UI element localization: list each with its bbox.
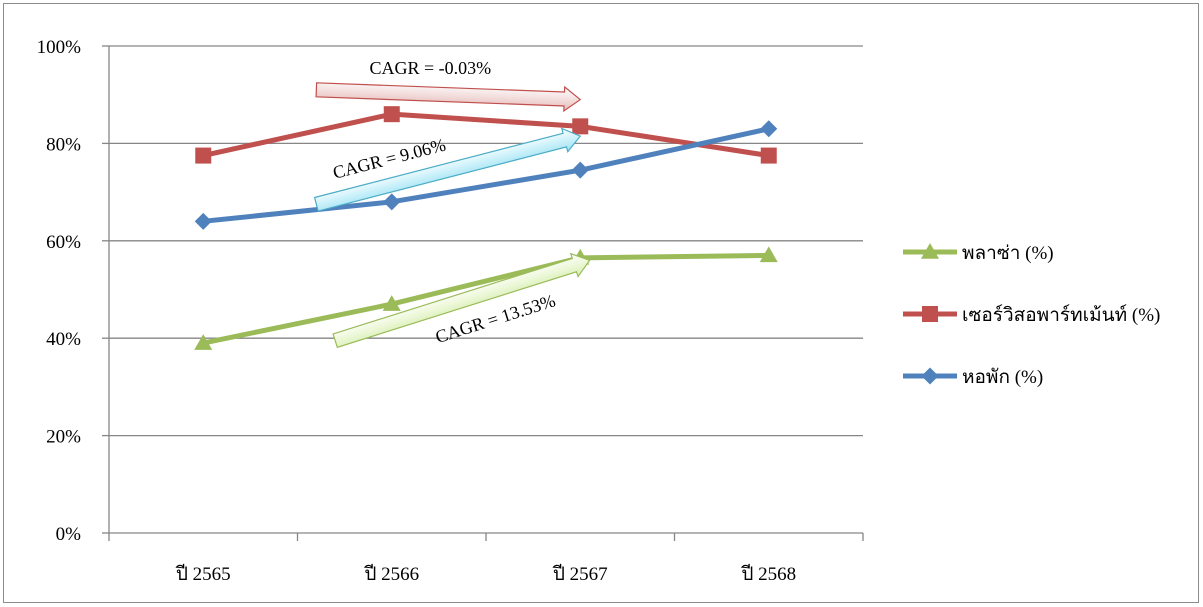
legend-item: เซอร์วิสอพาร์ทเม้นท์ (%) [903,304,1160,326]
x-tick-label: ปี 2565 [175,563,231,585]
series-line [200,126,772,224]
data-point [194,334,213,350]
data-point [383,106,400,123]
legend-marker [921,367,939,385]
legend-label: หอพัก (%) [962,367,1043,388]
y-tick-label: 20% [46,427,81,448]
data-point [382,295,401,311]
cagr-arrow [313,127,582,212]
y-tick-label: 40% [46,329,81,350]
data-point [194,212,212,230]
data-point [195,147,212,164]
data-point [760,120,778,138]
data-point [571,161,589,179]
x-tick-label: ปี 2567 [552,563,608,585]
data-point [572,118,589,135]
x-tick-label: ปี 2568 [741,563,797,585]
series-line [200,252,772,346]
x-tick-label: ปี 2566 [364,563,420,585]
legend: พลาซ่า (%) เซอร์วิสอพาร์ทเม้นท์ (%) หอพัก … [903,243,1160,388]
y-tick-label: 80% [46,134,81,155]
series-line [200,111,772,159]
cagr-arrow [315,82,582,113]
data-point [760,147,777,164]
y-tick-label: 0% [56,524,82,545]
line-chart: 0% 20% 40% 60% 80% 100% ปี 2565 ปี 2566 ปี 2567 ป… [37,37,1161,585]
legend-marker [921,243,939,259]
data-point [383,193,401,211]
cagr-label: CAGR = -0.03% [369,58,491,78]
data-point [759,246,778,263]
cagr-arrow [332,252,591,349]
legend-item: หอพัก (%) [903,367,1043,388]
legend-label: เซอร์วิสอพาร์ทเม้นท์ (%) [962,304,1160,326]
y-tick-label: 60% [46,232,81,253]
cagr-arrow-shape [332,252,591,349]
cagr-arrow-shape [315,82,582,113]
axes: 0% 20% 40% 60% 80% 100% ปี 2565 ปี 2566 ปี 2567 ป… [37,37,864,585]
gridlines [109,45,863,437]
chart-area: 0% 20% 40% 60% 80% 100% ปี 2565 ปี 2566 ปี 2567 ป… [3,3,1199,603]
cagr-arrow-shape [313,127,582,212]
legend-item: พลาซ่า (%) [903,243,1054,264]
y-tick-label: 100% [37,37,82,58]
legend-label: พลาซ่า (%) [962,243,1054,264]
legend-marker [922,306,938,322]
